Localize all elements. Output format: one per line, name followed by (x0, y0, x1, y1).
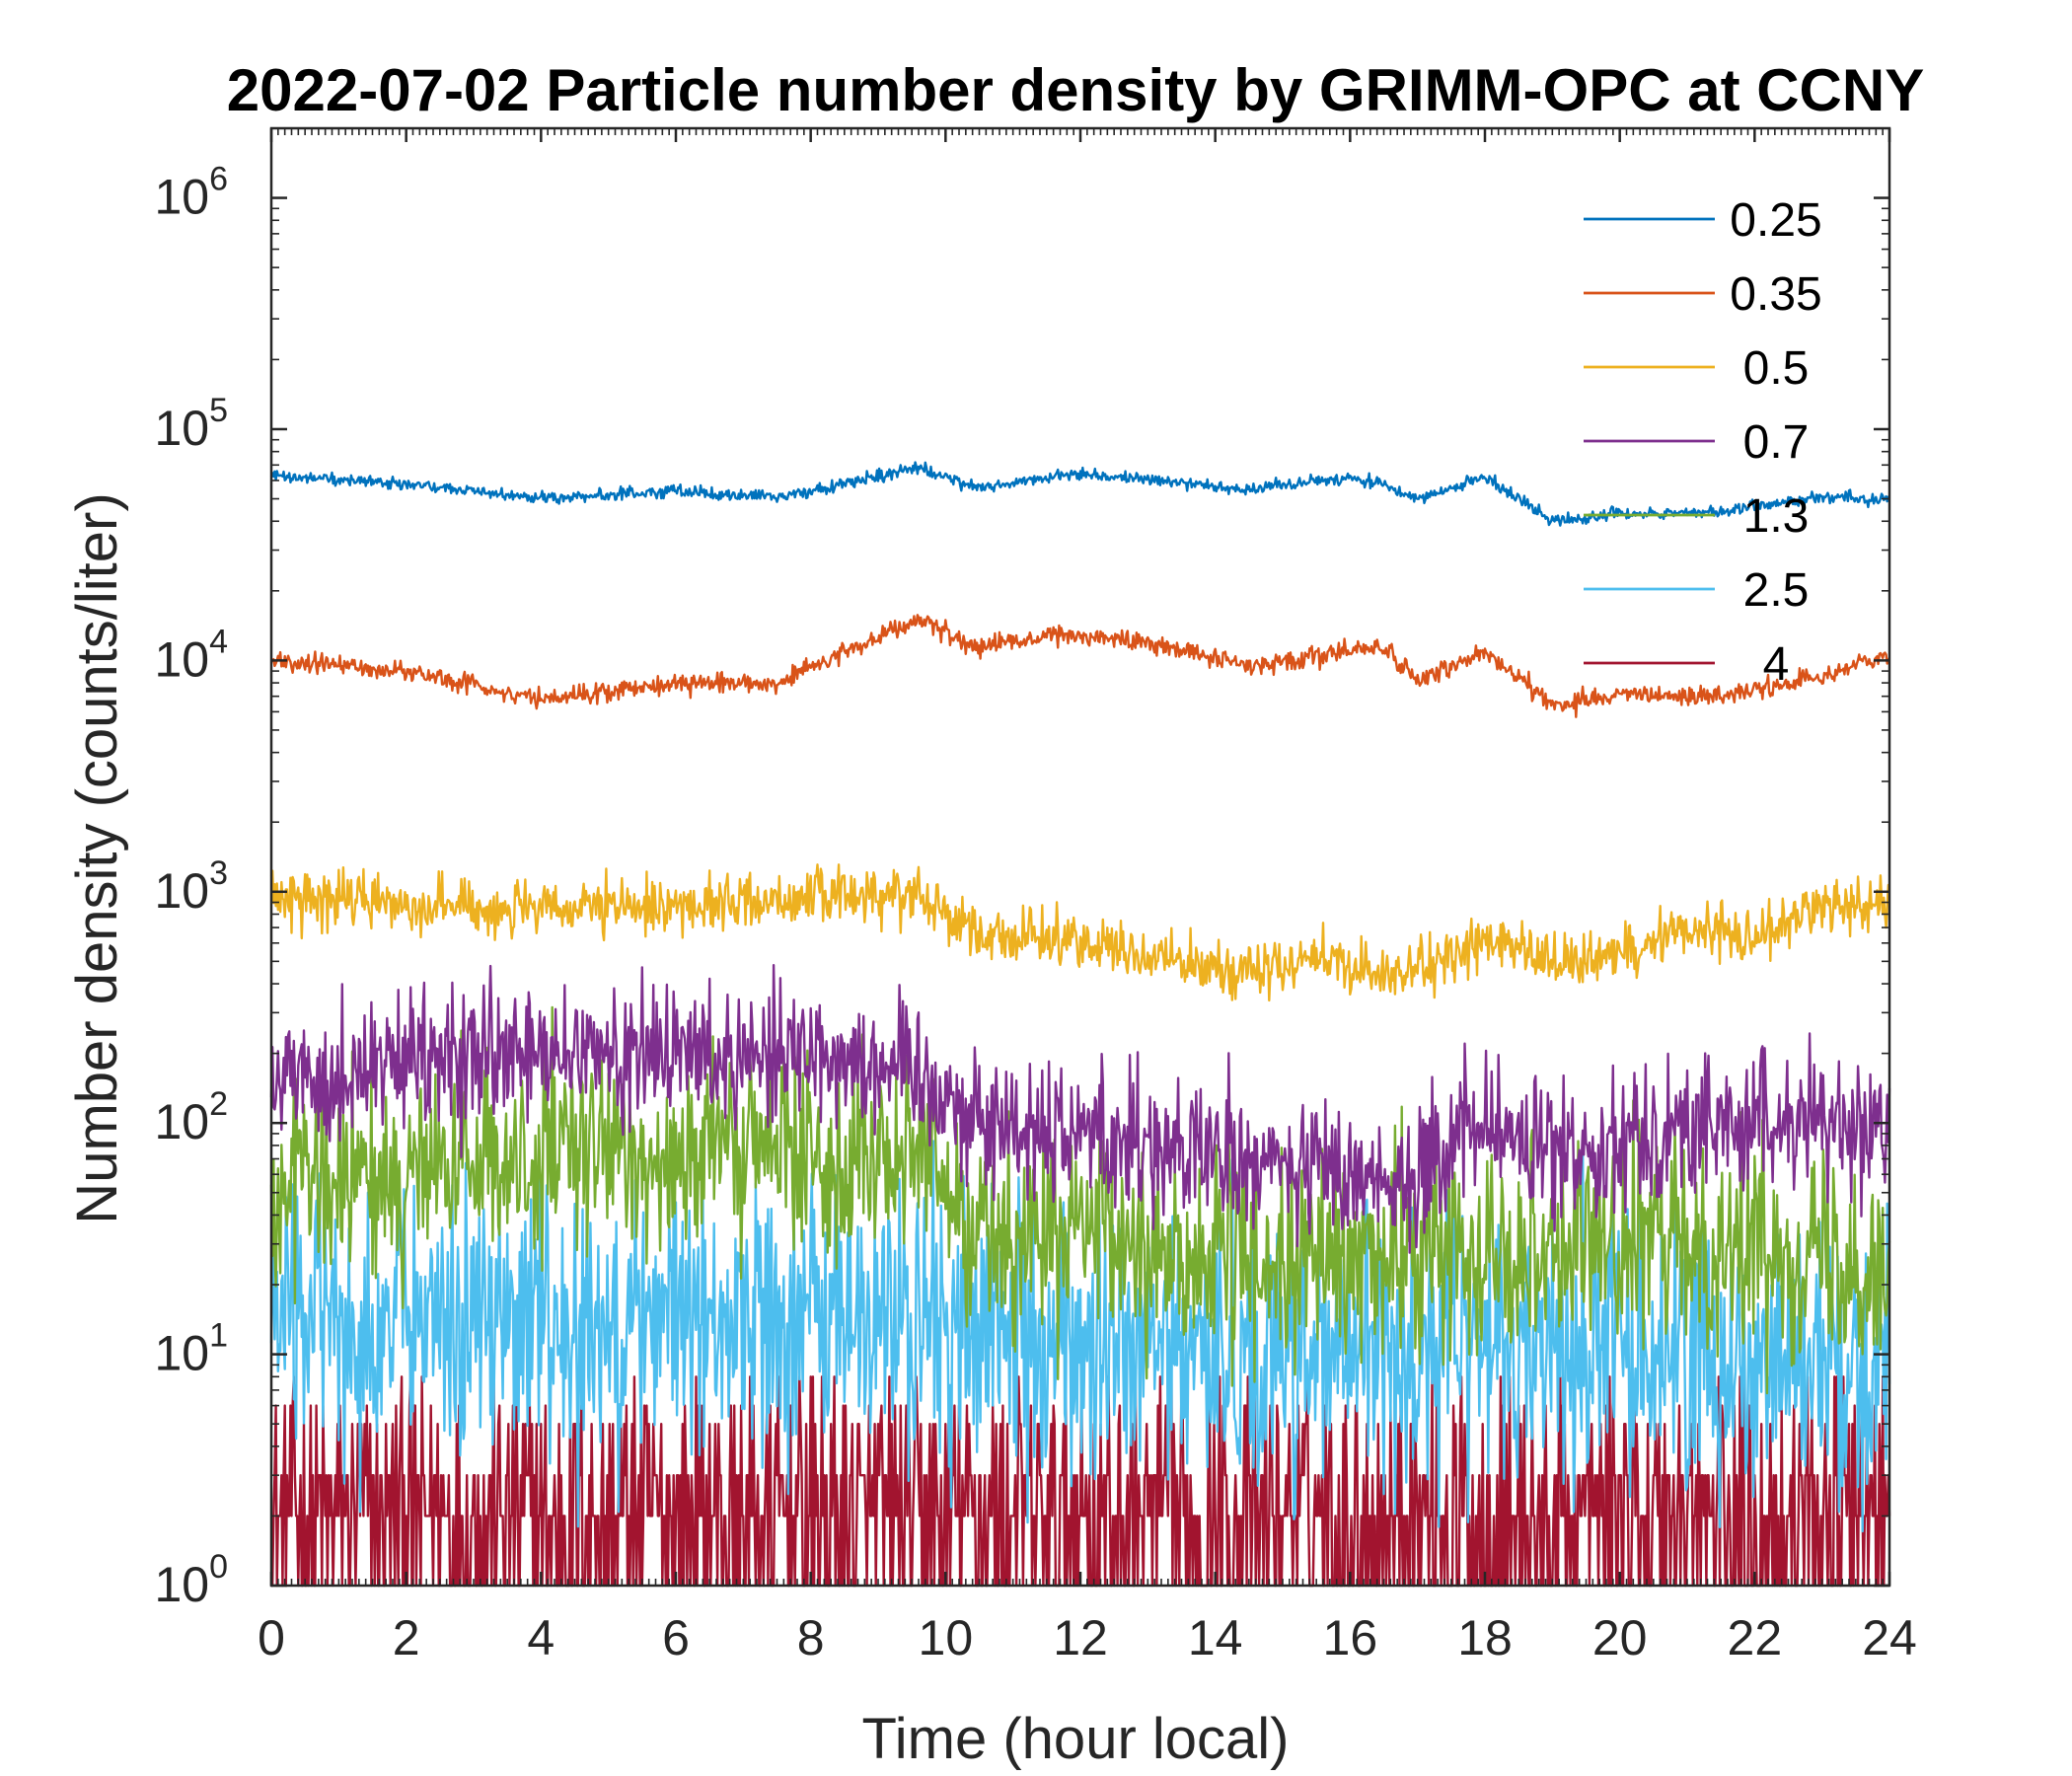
chart-title: 2022-07-02 Particle number density by GR… (227, 57, 1925, 123)
legend: 0.25 0.35 0.5 0.7 1.3 2.5 4 (1584, 194, 1822, 691)
y-tick-label: 106 (154, 161, 228, 225)
x-tick-label: 24 (1862, 1610, 1917, 1665)
y-axis-label: Number density (counts/liter) (65, 492, 129, 1223)
legend-label: 1.3 (1743, 490, 1810, 543)
x-tick-label: 20 (1592, 1610, 1648, 1665)
legend-label: 2.5 (1743, 564, 1810, 617)
x-axis-label: Time (hour local) (862, 1707, 1290, 1771)
x-tick-label: 22 (1728, 1610, 1783, 1665)
x-tick-label: 12 (1053, 1610, 1108, 1665)
x-tick-label: 4 (527, 1610, 555, 1665)
series-line-1-3 (269, 1005, 1891, 1395)
legend-label: 0.5 (1743, 342, 1810, 395)
series-line-0-35 (270, 614, 1891, 718)
series-line-0-25 (269, 461, 1890, 527)
x-tick-label: 6 (662, 1610, 690, 1665)
x-tick-label: 8 (797, 1610, 825, 1665)
series-line-4 (270, 1375, 1891, 1588)
plot-series (269, 461, 1891, 1588)
y-tick-label: 105 (154, 392, 228, 456)
legend-label: 0.7 (1743, 416, 1810, 469)
y-tick-label: 102 (154, 1085, 228, 1149)
legend-label: 4 (1763, 638, 1790, 691)
x-tick-label: 14 (1188, 1610, 1243, 1665)
y-axis: 100 101 102 103 104 105 106 (154, 127, 1889, 1612)
y-tick-label: 104 (154, 623, 228, 687)
series-line-0-7 (269, 964, 1891, 1254)
x-tick-label: 16 (1323, 1610, 1378, 1665)
legend-label: 0.35 (1730, 268, 1821, 321)
x-tick-label: 10 (919, 1610, 974, 1665)
legend-label: 0.25 (1730, 194, 1821, 247)
y-tick-label: 100 (154, 1548, 228, 1612)
x-tick-label: 2 (393, 1610, 420, 1665)
y-tick-label: 103 (154, 854, 228, 919)
x-axis: 0 2 4 6 8 10 12 14 16 18 20 22 24 (258, 128, 1917, 1665)
x-tick-label: 18 (1457, 1610, 1513, 1665)
series-line-0-5 (269, 863, 1890, 1002)
y-tick-label: 101 (154, 1317, 228, 1381)
x-tick-label: 0 (258, 1610, 285, 1665)
